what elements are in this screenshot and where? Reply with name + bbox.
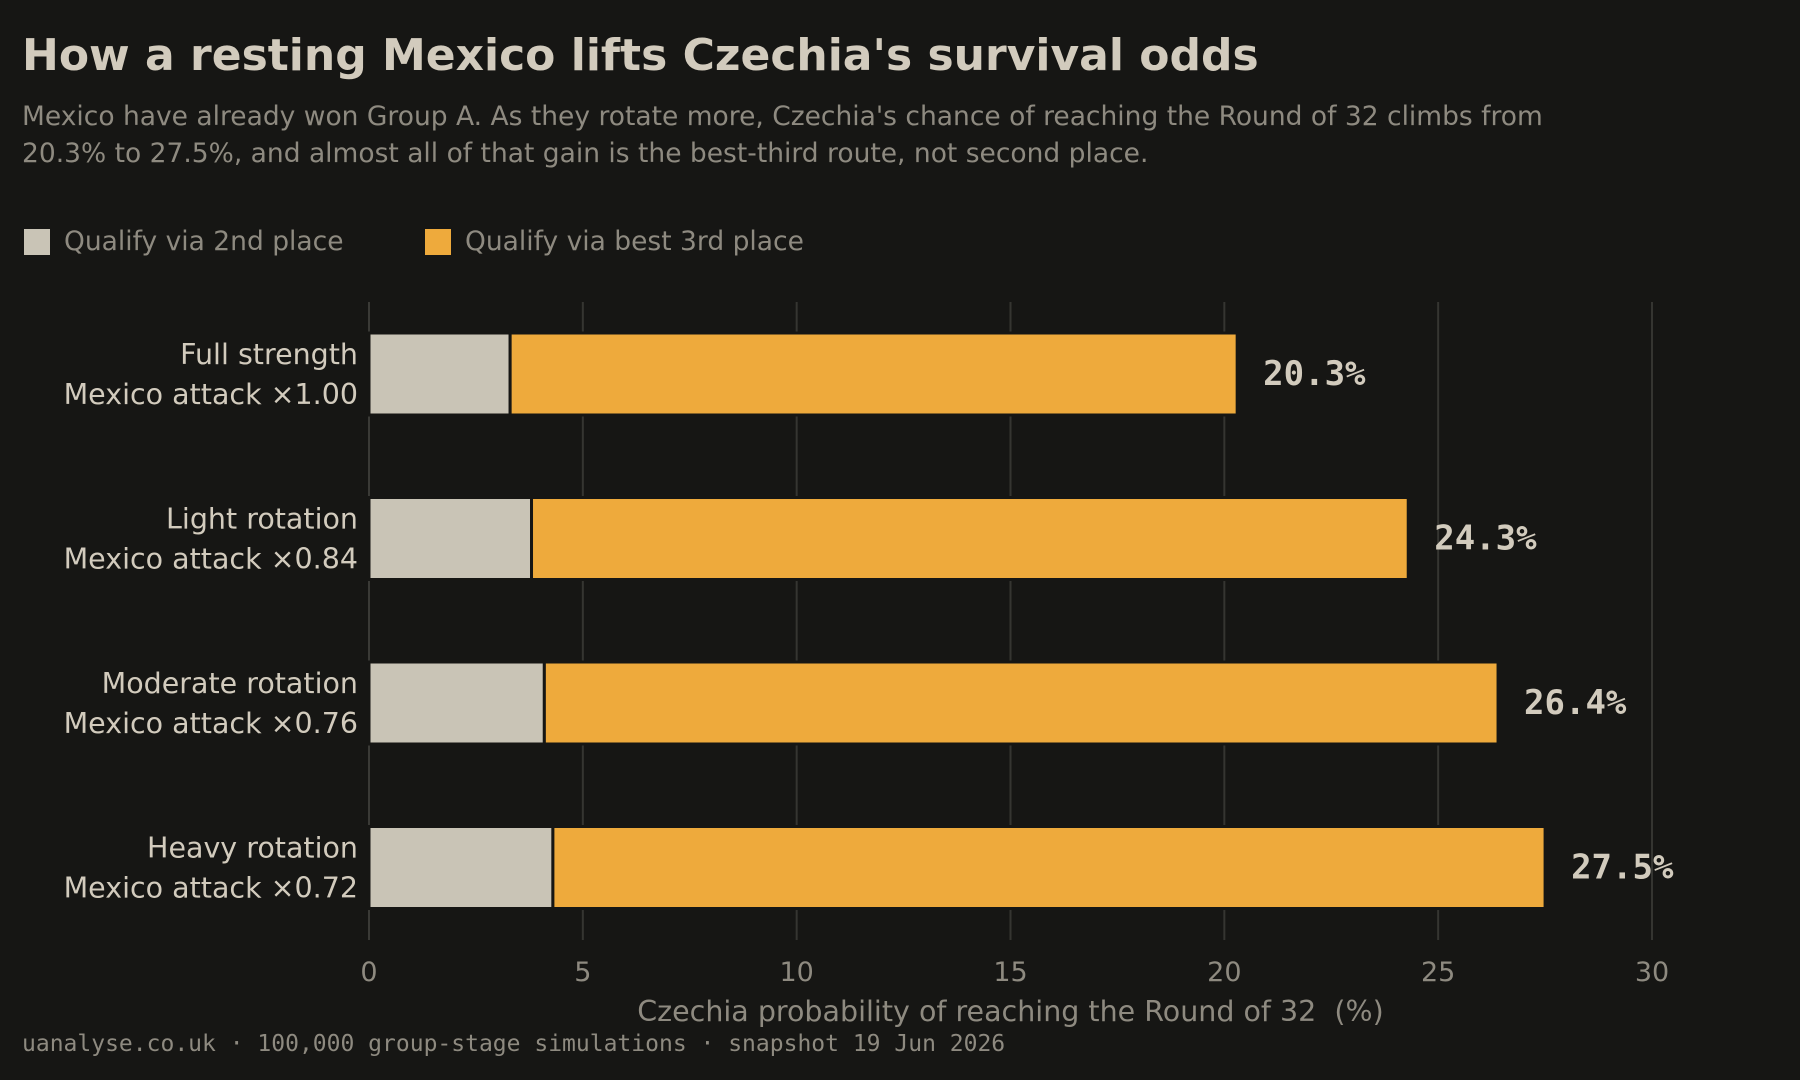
x-tick-label-0: 0 xyxy=(360,957,377,988)
bar-2nd-place-2 xyxy=(367,496,534,581)
x-tick-label-30: 30 xyxy=(1635,957,1669,988)
bar-best-3rd-place-2 xyxy=(530,496,1410,581)
category-label-4: Heavy rotation xyxy=(147,832,358,865)
chart-subtitle: Mexico have already won Group A. As they… xyxy=(22,101,1543,169)
category-label-2: Light rotation xyxy=(166,503,358,536)
chart-title: How a resting Mexico lifts Czechia's sur… xyxy=(22,30,1259,81)
total-label-4: 27.5% xyxy=(1571,848,1674,888)
legend-item-best-3rd-place: Qualify via best 3rd place xyxy=(425,226,804,257)
legend-swatch-2nd-place xyxy=(24,228,50,255)
category-sublabel-4: Mexico attack ×0.72 xyxy=(64,872,358,905)
total-label-3: 26.4% xyxy=(1524,683,1627,723)
x-tick-label-10: 10 xyxy=(779,957,813,988)
bar-best-3rd-place-1 xyxy=(508,331,1239,417)
source-footer: uanalyse.co.uk · 100,000 group-stage sim… xyxy=(22,1031,1006,1057)
legend-item-2nd-place: Qualify via 2nd place xyxy=(24,226,344,257)
bar-best-3rd-place-4 xyxy=(551,825,1547,910)
total-label-2: 24.3% xyxy=(1434,519,1537,559)
category-sublabel-1: Mexico attack ×1.00 xyxy=(64,378,358,411)
bar-2nd-place-3 xyxy=(367,660,546,746)
bar-2nd-place-4 xyxy=(367,825,555,910)
x-tick-label-15: 15 xyxy=(993,957,1027,988)
x-tick-label-5: 5 xyxy=(574,957,591,988)
category-label-3: Moderate rotation xyxy=(102,667,358,700)
legend-label-2nd-place: Qualify via 2nd place xyxy=(64,226,344,257)
x-tick-label-20: 20 xyxy=(1207,957,1241,988)
category-sublabel-2: Mexico attack ×0.84 xyxy=(64,543,358,576)
category-label-1: Full strength xyxy=(180,338,358,371)
category-sublabel-3: Mexico attack ×0.76 xyxy=(64,707,358,740)
legend-label-best-3rd-place: Qualify via best 3rd place xyxy=(465,226,804,257)
bar-best-3rd-place-3 xyxy=(542,660,1500,746)
legend-swatch-best-3rd-place xyxy=(425,228,451,255)
total-label-1: 20.3% xyxy=(1263,354,1366,394)
x-tick-label-25: 25 xyxy=(1421,957,1455,988)
bar-2nd-place-1 xyxy=(367,331,512,417)
x-axis-label: Czechia probability of reaching the Roun… xyxy=(637,995,1383,1028)
